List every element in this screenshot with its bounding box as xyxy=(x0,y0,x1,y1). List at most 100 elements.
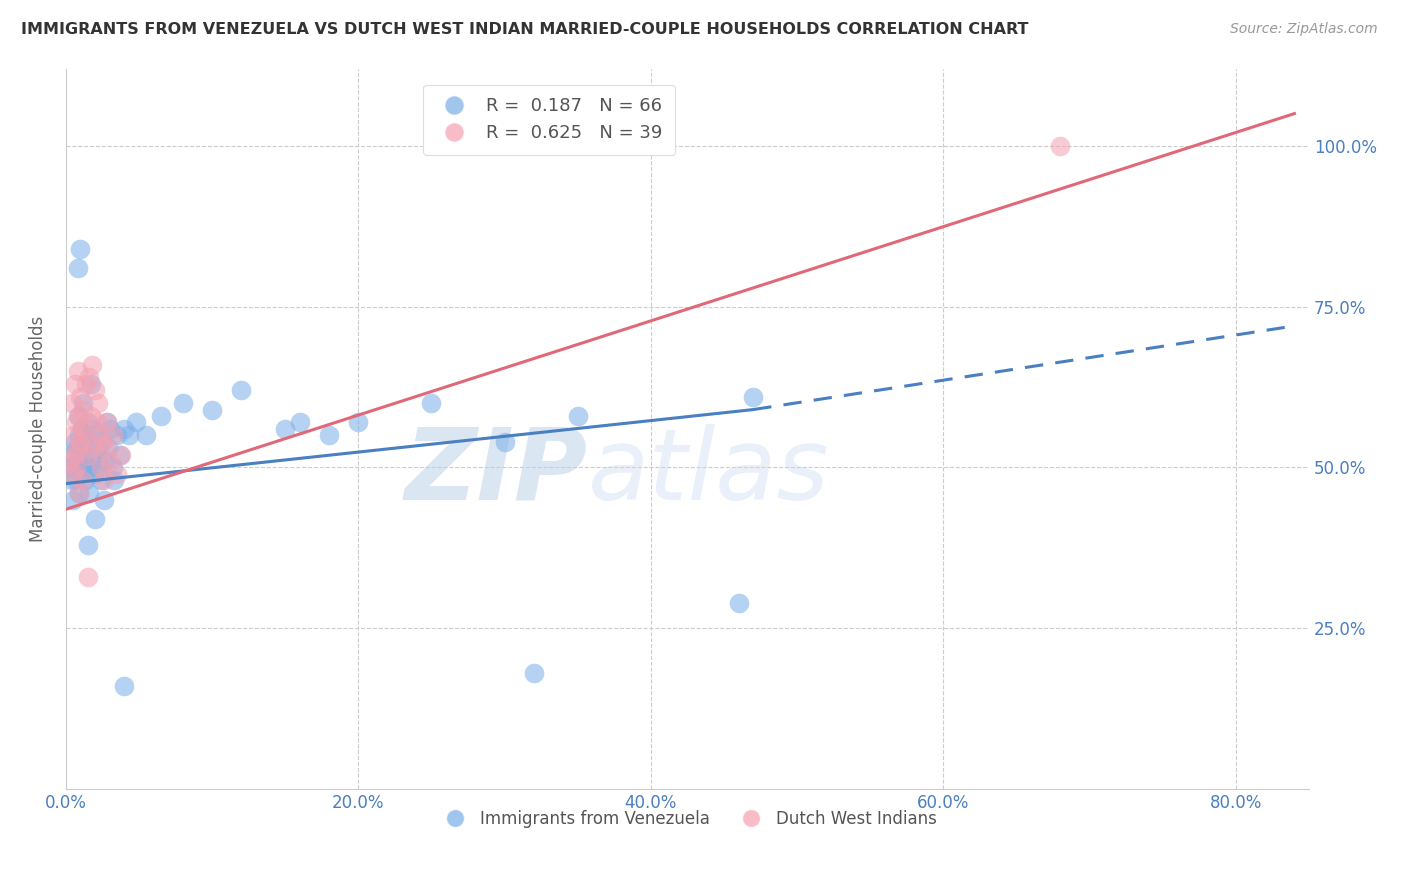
Point xyxy=(63,460,86,475)
Point xyxy=(76,416,98,430)
Point xyxy=(67,428,90,442)
Point xyxy=(103,474,125,488)
Point xyxy=(87,448,110,462)
Point xyxy=(94,441,117,455)
Point xyxy=(63,448,86,462)
Point xyxy=(1049,138,1071,153)
Point xyxy=(105,428,128,442)
Point xyxy=(60,396,83,410)
Point xyxy=(75,434,97,449)
Point xyxy=(70,422,93,436)
Point xyxy=(98,422,121,436)
Point xyxy=(67,486,90,500)
Point xyxy=(172,396,194,410)
Point xyxy=(135,428,157,442)
Point xyxy=(62,448,84,462)
Point xyxy=(110,448,132,462)
Point xyxy=(65,441,87,455)
Point xyxy=(77,486,100,500)
Point xyxy=(65,460,87,475)
Text: IMMIGRANTS FROM VENEZUELA VS DUTCH WEST INDIAN MARRIED-COUPLE HOUSEHOLDS CORRELA: IMMIGRANTS FROM VENEZUELA VS DUTCH WEST … xyxy=(21,22,1029,37)
Point xyxy=(318,428,340,442)
Point xyxy=(86,416,108,430)
Point xyxy=(420,396,443,410)
Point xyxy=(66,260,89,275)
Point xyxy=(66,409,89,423)
Point xyxy=(112,422,135,436)
Point xyxy=(79,409,101,423)
Point xyxy=(60,474,83,488)
Point xyxy=(201,402,224,417)
Point xyxy=(90,460,112,475)
Point xyxy=(69,390,91,404)
Point xyxy=(274,422,297,436)
Point xyxy=(89,460,111,475)
Point xyxy=(82,358,104,372)
Point xyxy=(76,570,98,584)
Point xyxy=(727,596,749,610)
Point xyxy=(742,390,765,404)
Text: atlas: atlas xyxy=(588,424,830,521)
Point xyxy=(69,441,91,455)
Point xyxy=(90,474,112,488)
Text: ZIP: ZIP xyxy=(405,424,588,521)
Point xyxy=(76,460,98,475)
Point xyxy=(76,448,98,462)
Point xyxy=(112,679,135,693)
Point xyxy=(77,370,100,384)
Point xyxy=(63,376,86,391)
Point xyxy=(83,467,105,481)
Point xyxy=(65,474,87,488)
Point xyxy=(94,454,117,468)
Point xyxy=(84,441,107,455)
Point xyxy=(69,434,91,449)
Point xyxy=(73,474,96,488)
Point xyxy=(69,242,91,256)
Point xyxy=(93,474,115,488)
Point xyxy=(91,434,114,449)
Y-axis label: Married-couple Households: Married-couple Households xyxy=(30,316,46,542)
Point xyxy=(76,538,98,552)
Point xyxy=(59,454,82,468)
Point xyxy=(149,409,172,423)
Point xyxy=(96,416,118,430)
Point xyxy=(101,460,124,475)
Point xyxy=(73,428,96,442)
Point xyxy=(66,364,89,378)
Point xyxy=(523,666,546,681)
Point xyxy=(84,512,107,526)
Point xyxy=(72,402,94,417)
Point xyxy=(62,428,84,442)
Point xyxy=(84,384,107,398)
Point xyxy=(89,428,111,442)
Point xyxy=(70,474,93,488)
Point xyxy=(69,460,91,475)
Point xyxy=(59,460,82,475)
Point xyxy=(108,448,131,462)
Point xyxy=(70,422,93,436)
Point xyxy=(67,486,90,500)
Point xyxy=(288,416,311,430)
Point xyxy=(567,409,589,423)
Point xyxy=(231,384,253,398)
Point xyxy=(66,441,89,455)
Point xyxy=(91,434,114,449)
Point xyxy=(87,396,110,410)
Point xyxy=(62,492,84,507)
Point xyxy=(75,376,97,391)
Point xyxy=(97,441,120,455)
Point xyxy=(83,441,105,455)
Point xyxy=(98,454,121,468)
Text: Source: ZipAtlas.com: Source: ZipAtlas.com xyxy=(1230,22,1378,37)
Point xyxy=(62,467,84,481)
Point xyxy=(125,416,148,430)
Point xyxy=(347,416,370,430)
Point xyxy=(105,467,128,481)
Point xyxy=(494,434,516,449)
Point xyxy=(66,454,89,468)
Point xyxy=(72,448,94,462)
Point xyxy=(118,428,141,442)
Point xyxy=(65,416,87,430)
Point xyxy=(63,434,86,449)
Point xyxy=(67,409,90,423)
